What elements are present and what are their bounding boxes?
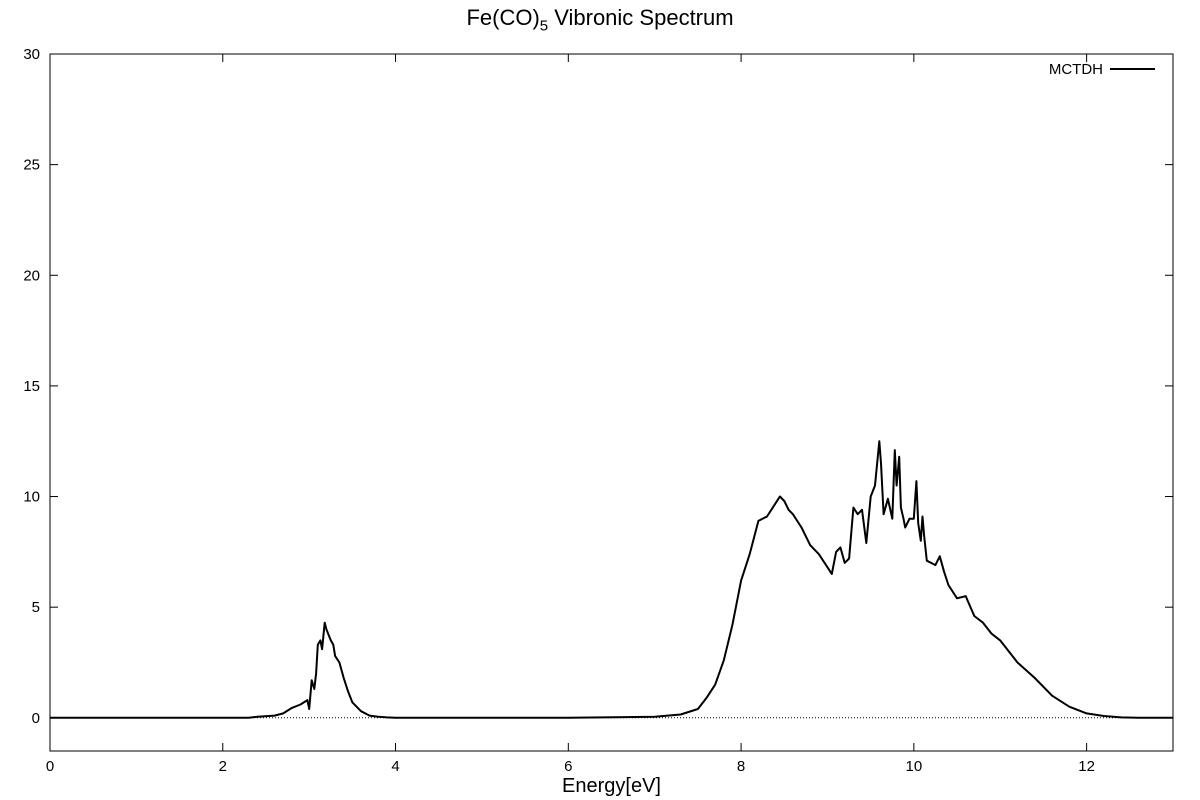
y-tick-label: 25 bbox=[23, 157, 40, 174]
x-tick-label: 8 bbox=[737, 758, 745, 775]
chart-title-main: Fe(CO) bbox=[466, 5, 540, 30]
y-tick-label: 0 bbox=[32, 710, 40, 727]
y-tick-label: 15 bbox=[23, 378, 40, 395]
x-tick-label: 2 bbox=[219, 758, 227, 775]
x-tick-label: 10 bbox=[906, 758, 923, 775]
x-axis-label: Energy[eV] bbox=[562, 775, 661, 797]
x-tick-label: 4 bbox=[391, 758, 399, 775]
x-tick-label: 0 bbox=[46, 758, 54, 775]
plot-frame bbox=[49, 53, 1174, 752]
series-layer bbox=[50, 440, 1173, 719]
chart-title-subscript: 5 bbox=[539, 17, 549, 35]
tick-layer: 0 2 4 6 8 10 12 0 5 10 15 20 25 30 bbox=[23, 46, 1173, 775]
series-line-mctdh bbox=[50, 440, 1173, 719]
y-tick-label: 20 bbox=[23, 267, 40, 284]
chart-title-rest: Vibronic Spectrum bbox=[548, 5, 734, 30]
x-tick-label: 12 bbox=[1078, 758, 1095, 775]
y-tick-label: 5 bbox=[32, 599, 40, 616]
legend: MCTDH bbox=[1049, 61, 1155, 78]
x-tick-label: 6 bbox=[564, 758, 572, 775]
y-tick-label: 30 bbox=[23, 46, 40, 63]
chart-title: Fe(CO)5 Vibronic Spectrum bbox=[0, 5, 1200, 34]
legend-label-mctdh: MCTDH bbox=[1049, 61, 1103, 78]
y-tick-label: 10 bbox=[23, 489, 40, 506]
